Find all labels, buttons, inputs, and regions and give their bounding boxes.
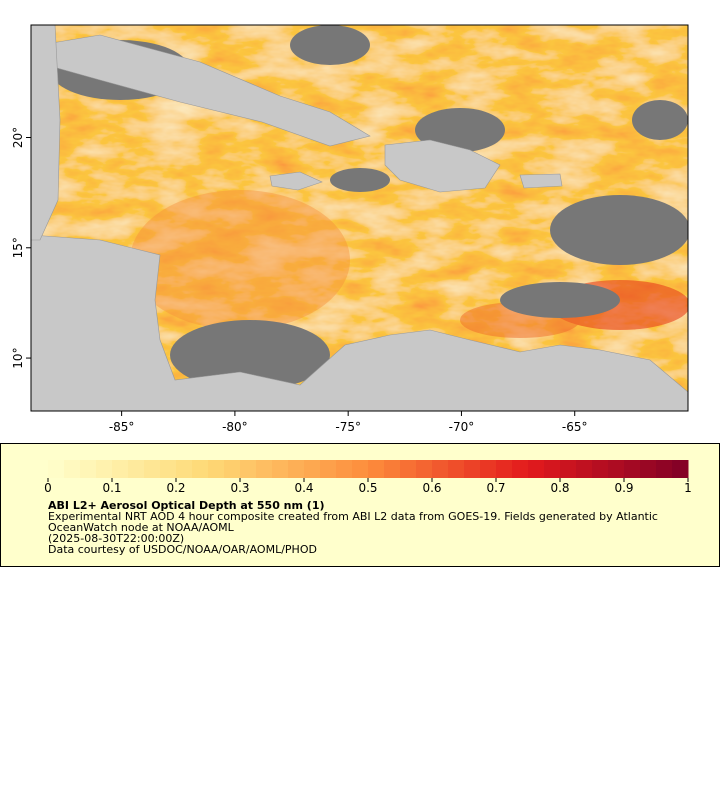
y-tick-label: 15° — [11, 237, 25, 258]
y-tick-label: 20° — [11, 127, 25, 148]
colorbar-segment — [48, 460, 65, 478]
colorbar-segment — [336, 460, 353, 478]
colorbar-segment — [640, 460, 657, 478]
x-tick-label: -65° — [562, 420, 588, 434]
colorbar-tick-label: 0.7 — [486, 481, 505, 495]
colorbar-segment — [128, 460, 145, 478]
colorbar-tick-label: 0.8 — [550, 481, 569, 495]
colorbar-segment — [432, 460, 449, 478]
x-tick-label: -70° — [449, 420, 475, 434]
aod-plume — [130, 190, 350, 330]
legend-description: Experimental NRT AOD 4 hour composite cr… — [48, 510, 658, 534]
legend-title: ABI L2+ Aerosol Optical Depth at 550 nm … — [48, 499, 325, 512]
legend-time: (2025-08-30T22:00:00Z) — [48, 532, 185, 545]
colorbar-segment — [368, 460, 385, 478]
map-frame — [30, 24, 689, 412]
x-tick-label: -85° — [109, 420, 135, 434]
colorbar-tick-label: 0 — [44, 481, 52, 495]
colorbar-segment — [160, 460, 177, 478]
x-tick-label: -80° — [222, 420, 248, 434]
colorbar-segment — [288, 460, 305, 478]
colorbar-segment — [464, 460, 481, 478]
colorbar-tick-label: 0.9 — [614, 481, 633, 495]
colorbar-segment — [416, 460, 433, 478]
x-tick-label: -75° — [335, 420, 361, 434]
colorbar-tick-label: 1 — [684, 481, 692, 495]
colorbar-segment — [576, 460, 593, 478]
land — [31, 25, 688, 411]
colorbar-segment — [400, 460, 417, 478]
colorbar-segment — [496, 460, 513, 478]
colorbar-segment — [512, 460, 529, 478]
colorbar-segment — [304, 460, 321, 478]
colorbar-segment — [560, 460, 577, 478]
colorbar-segment — [208, 460, 225, 478]
colorbar-segment — [608, 460, 625, 478]
colorbar-tick-label: 0.1 — [102, 481, 121, 495]
colorbar-segment — [528, 460, 545, 478]
colorbar-tick-label: 0.5 — [358, 481, 377, 495]
colorbar-segment — [176, 460, 193, 478]
colorbar-segment — [544, 460, 561, 478]
colorbar-segment — [144, 460, 161, 478]
colorbar-segment — [272, 460, 289, 478]
colorbar-segment — [672, 460, 689, 478]
map-area — [31, 25, 688, 411]
colorbar-segment — [64, 460, 81, 478]
colorbar-segment — [656, 460, 673, 478]
colorbar-segment — [384, 460, 401, 478]
colorbar-segment — [96, 460, 113, 478]
colorbar-segment — [192, 460, 209, 478]
colorbar-segment — [240, 460, 257, 478]
colorbar-tick-label: 0.3 — [230, 481, 249, 495]
legend-text: ABI L2+ Aerosol Optical Depth at 550 nm … — [48, 500, 688, 555]
colorbar-tick-label: 0.4 — [294, 481, 313, 495]
colorbar-segment — [80, 460, 97, 478]
colorbar-segment — [256, 460, 273, 478]
colorbar-segment — [112, 460, 129, 478]
y-tick-label: 10° — [11, 347, 25, 368]
colorbar-segment — [224, 460, 241, 478]
colorbar-segment — [448, 460, 465, 478]
legend-credit: Data courtesy of USDOC/NOAA/OAR/AOML/PHO… — [48, 543, 317, 556]
colorbar-tick-label: 0.6 — [422, 481, 441, 495]
colorbar-segment — [352, 460, 369, 478]
colorbar-segment — [480, 460, 497, 478]
colorbar-segment — [624, 460, 641, 478]
colorbar-segment — [592, 460, 609, 478]
colorbar-segment — [320, 460, 337, 478]
colorbar-tick-label: 0.2 — [166, 481, 185, 495]
